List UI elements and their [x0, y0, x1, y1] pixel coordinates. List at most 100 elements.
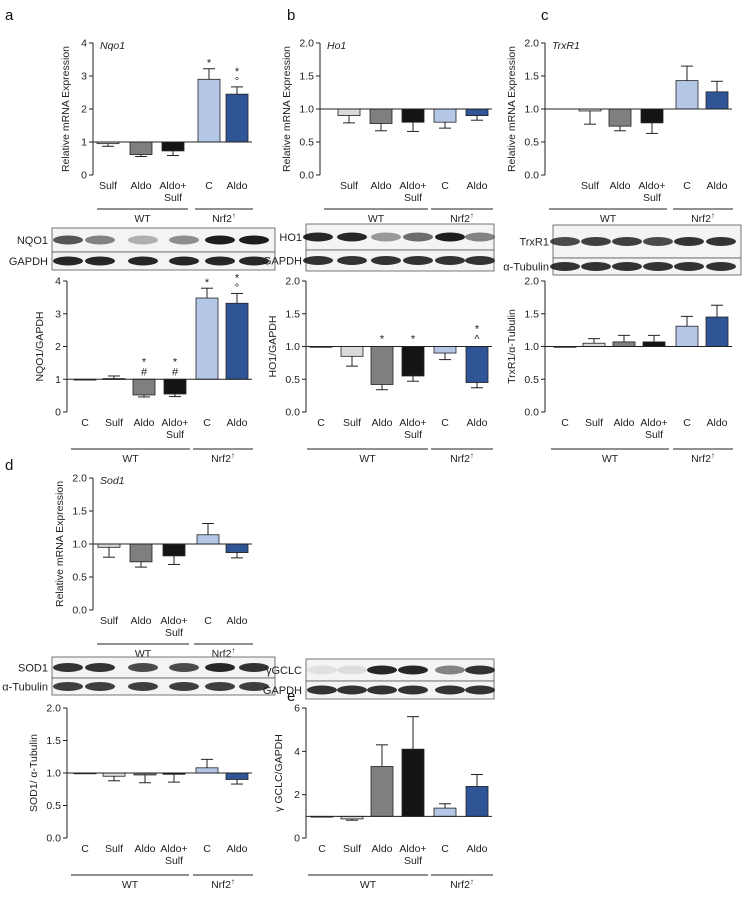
blot-band: [550, 262, 580, 271]
bar: [161, 141, 185, 152]
y-tick-label: 0.5: [72, 572, 87, 584]
blot-band: [169, 663, 199, 672]
significance-mark: *: [380, 334, 385, 346]
nrf2-group-label: Nrf2↑: [450, 451, 474, 465]
blot-band: [465, 685, 495, 695]
gene-label: TrxR1: [552, 40, 580, 52]
y-tick-label: 0.5: [524, 137, 539, 149]
blot-band: [303, 232, 333, 242]
blot-band: [307, 665, 337, 675]
category-label: Sulf: [343, 417, 361, 429]
blot-band: [371, 256, 401, 265]
category-label: Aldo+: [160, 843, 187, 855]
panel-letter: e: [287, 688, 295, 705]
significance-mark: *: [475, 324, 480, 336]
y-tick-label: 0.0: [46, 833, 61, 845]
category-label: Aldo: [466, 417, 487, 429]
wt-group-label: WT: [602, 453, 619, 465]
nrf2-label-text: Nrf2: [450, 879, 470, 891]
y-tick-label: 0.0: [524, 407, 539, 419]
blot-band: [465, 256, 495, 265]
blot-band: [85, 235, 115, 245]
y-axis-label: NQO1/GAPDH: [34, 311, 46, 381]
category-label: Aldo: [226, 180, 247, 192]
blot-band: [128, 256, 158, 266]
y-tick-label: 0.0: [72, 605, 87, 617]
panel-letter: a: [5, 7, 14, 24]
y-tick-label: 0.5: [46, 800, 61, 812]
western-blot-e: γGCLC GAPDH: [263, 658, 495, 700]
y-tick-label: 1.5: [72, 506, 87, 518]
y-tick-label: 2.0: [285, 276, 300, 288]
category-label: Sulf: [165, 627, 183, 639]
gene-label: Ho1: [327, 40, 346, 52]
y-tick-label: 1.0: [299, 104, 314, 116]
panel-letter: c: [541, 7, 549, 24]
bar: [433, 807, 457, 817]
y-tick-label: 1.0: [524, 104, 539, 116]
y-tick-label: 0.5: [299, 137, 314, 149]
bar: [370, 766, 394, 817]
bar: [340, 346, 364, 357]
significance-mark: °: [235, 76, 239, 88]
category-label: C: [81, 843, 89, 855]
bar: [465, 786, 489, 817]
y-axis-label: γ GCLC/GAPDH: [273, 734, 285, 812]
blot-band: [85, 256, 115, 266]
category-label: Aldo: [133, 417, 154, 429]
nrf2-superscript: ↑: [231, 646, 235, 655]
bar: [196, 534, 220, 545]
significance-mark: #: [172, 366, 179, 378]
bar: [401, 346, 425, 377]
wt-group-label: WT: [359, 453, 376, 465]
bar: [675, 325, 699, 347]
blot-band: [239, 235, 269, 245]
category-label: Aldo: [226, 843, 247, 855]
y-tick-label: 3: [55, 308, 61, 320]
y-tick-label: 4: [55, 276, 61, 288]
blot-band: [403, 256, 433, 265]
blot-label: γGCLC: [266, 665, 302, 677]
category-label: Aldo+: [399, 417, 426, 429]
category-label: Sulf: [105, 417, 123, 429]
y-tick-label: 1.5: [524, 71, 539, 83]
blot-band: [169, 235, 199, 245]
gene-label: Nqo1: [100, 40, 125, 52]
significance-mark: °: [235, 282, 239, 294]
nrf2-superscript: ↑: [470, 451, 474, 460]
y-tick-label: 0: [294, 833, 300, 845]
western-blot-d: SOD1 α-Tubulin: [2, 656, 276, 696]
y-axis-label: Relative mRNA Expression: [60, 46, 72, 172]
blot-band: [303, 256, 333, 265]
bar: [465, 346, 489, 383]
category-label: C: [683, 417, 691, 429]
western-blot-b: HO1 GAPDH: [263, 223, 495, 272]
y-tick-label: 4: [81, 38, 87, 50]
bar: [705, 91, 729, 110]
y-tick-label: 1.0: [46, 768, 61, 780]
wt-group-label: WT: [360, 879, 377, 891]
blot-band: [435, 685, 465, 695]
significance-mark: *: [235, 272, 240, 284]
y-tick-label: 0: [81, 170, 87, 182]
y-tick-label: 0.5: [524, 374, 539, 386]
category-label: Aldo: [609, 180, 630, 192]
y-tick-label: 1.5: [285, 308, 300, 320]
significance-mark: *: [411, 334, 416, 346]
western-blot-a: NQO1 GAPDH: [9, 227, 276, 271]
category-label: Aldo: [466, 180, 487, 192]
panel-letter: b: [287, 7, 295, 24]
y-tick-label: 2.0: [46, 703, 61, 715]
category-label: Aldo: [226, 417, 247, 429]
bar: [163, 378, 187, 395]
significance-mark: *: [205, 277, 210, 289]
blot-band: [465, 232, 495, 242]
category-label: C: [203, 417, 211, 429]
blot-band: [550, 237, 580, 246]
bar: [337, 108, 361, 116]
category-label: Sulf: [99, 180, 117, 192]
blot-band: [205, 256, 235, 266]
blot-band: [435, 232, 465, 242]
